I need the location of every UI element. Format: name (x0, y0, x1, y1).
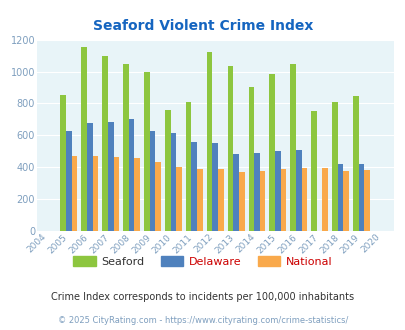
Bar (343, 171, 348, 231)
Bar (259, 171, 265, 231)
Bar (60, 95, 66, 231)
Bar (352, 96, 358, 231)
Bar (331, 102, 337, 231)
Bar (254, 153, 259, 231)
Bar (310, 112, 316, 231)
Legend: Seaford, Delaware, National: Seaford, Delaware, National (69, 251, 336, 271)
Bar (301, 168, 307, 231)
Text: © 2025 CityRating.com - https://www.cityrating.com/crime-statistics/: © 2025 CityRating.com - https://www.city… (58, 315, 347, 325)
Bar (170, 133, 176, 231)
Bar (92, 156, 98, 231)
Bar (191, 143, 196, 231)
Bar (363, 170, 369, 231)
Bar (155, 162, 160, 231)
Bar (87, 123, 92, 231)
Bar (176, 167, 181, 231)
Bar (206, 51, 212, 231)
Bar (238, 172, 244, 231)
Bar (322, 168, 327, 231)
Bar (295, 150, 301, 231)
Bar (149, 130, 155, 231)
Bar (123, 63, 128, 231)
Bar (358, 164, 363, 231)
Bar (337, 164, 343, 231)
Bar (128, 119, 134, 231)
Bar (280, 169, 286, 231)
Bar (217, 169, 223, 231)
Bar (248, 87, 254, 231)
Bar (113, 157, 119, 231)
Bar (164, 110, 170, 231)
Bar (134, 158, 140, 231)
Text: Seaford Violent Crime Index: Seaford Violent Crime Index (93, 19, 312, 33)
Bar (196, 169, 202, 231)
Bar (72, 156, 77, 231)
Bar (108, 122, 113, 231)
Bar (81, 47, 87, 231)
Bar (233, 154, 238, 231)
Bar (290, 63, 295, 231)
Bar (227, 66, 233, 231)
Bar (144, 72, 149, 231)
Bar (66, 130, 72, 231)
Bar (212, 143, 217, 231)
Text: Crime Index corresponds to incidents per 100,000 inhabitants: Crime Index corresponds to incidents per… (51, 292, 354, 302)
Bar (185, 102, 191, 231)
Bar (102, 56, 108, 231)
Bar (274, 151, 280, 231)
Bar (269, 74, 274, 231)
